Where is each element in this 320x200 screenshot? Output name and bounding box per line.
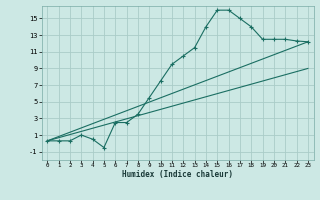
X-axis label: Humidex (Indice chaleur): Humidex (Indice chaleur) [122, 170, 233, 179]
